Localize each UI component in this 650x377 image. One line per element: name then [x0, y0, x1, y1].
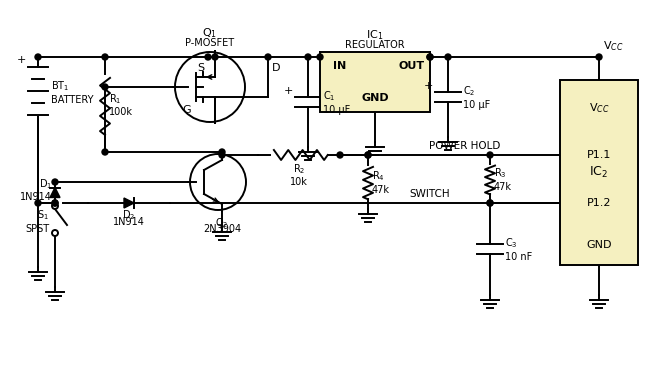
Text: IC$_2$: IC$_2$ [590, 165, 608, 180]
Circle shape [487, 200, 493, 206]
Circle shape [317, 54, 323, 60]
Text: 2N3904: 2N3904 [203, 224, 241, 234]
Text: D$_2$: D$_2$ [122, 208, 136, 222]
Text: +: + [283, 86, 293, 96]
Circle shape [102, 54, 108, 60]
Text: R$_3$
47k: R$_3$ 47k [494, 166, 512, 192]
Text: V$_{CC}$: V$_{CC}$ [603, 39, 623, 53]
Text: Q$_2$: Q$_2$ [215, 216, 229, 230]
Text: +: + [17, 55, 26, 65]
Text: GND: GND [361, 93, 389, 103]
Text: P1.1: P1.1 [587, 150, 611, 160]
Circle shape [52, 200, 58, 206]
Circle shape [487, 200, 493, 206]
Text: P-MOSFET: P-MOSFET [185, 38, 235, 48]
Text: POWER HOLD: POWER HOLD [429, 141, 500, 151]
Text: GND: GND [586, 240, 612, 250]
Text: C$_3$
10 nF: C$_3$ 10 nF [505, 236, 532, 262]
Circle shape [205, 54, 211, 60]
Text: REGULATOR: REGULATOR [345, 40, 405, 50]
Text: C$_1$
10 μF: C$_1$ 10 μF [323, 89, 350, 115]
Text: IC$_1$: IC$_1$ [367, 28, 384, 42]
Text: S$_1$
SPST: S$_1$ SPST [25, 208, 49, 234]
Text: D$_1$: D$_1$ [39, 178, 52, 192]
Text: P1.2: P1.2 [587, 198, 611, 208]
Text: 1N914: 1N914 [113, 217, 145, 227]
Text: R$_4$
47k: R$_4$ 47k [372, 169, 390, 195]
Circle shape [52, 200, 58, 206]
Bar [320, 52, 430, 112]
Text: V$_{CC}$: V$_{CC}$ [589, 101, 609, 115]
Text: R$_1$
100k: R$_1$ 100k [109, 92, 133, 117]
Circle shape [305, 54, 311, 60]
Circle shape [487, 152, 493, 158]
Text: 1N914: 1N914 [20, 192, 52, 201]
Text: Q$_1$: Q$_1$ [202, 26, 218, 40]
Circle shape [52, 179, 58, 185]
Circle shape [212, 54, 218, 60]
Text: BT$_1$
BATTERY: BT$_1$ BATTERY [51, 79, 94, 105]
Polygon shape [124, 198, 134, 208]
Text: C$_2$
10 μF: C$_2$ 10 μF [463, 84, 490, 110]
Text: OUT: OUT [399, 61, 425, 71]
Text: IN: IN [333, 61, 346, 71]
Circle shape [365, 152, 371, 158]
Circle shape [596, 54, 602, 60]
Circle shape [265, 54, 271, 60]
Circle shape [35, 54, 41, 60]
Text: +: + [424, 81, 433, 91]
Circle shape [445, 54, 451, 60]
Circle shape [219, 152, 225, 158]
Circle shape [35, 200, 41, 206]
Circle shape [102, 84, 108, 90]
Circle shape [102, 149, 108, 155]
Circle shape [337, 152, 343, 158]
Circle shape [427, 54, 433, 60]
Text: S: S [198, 63, 205, 73]
Text: R$_2$
10k: R$_2$ 10k [290, 162, 308, 187]
Circle shape [427, 54, 433, 60]
Circle shape [365, 152, 371, 158]
Circle shape [219, 149, 225, 155]
Text: D: D [272, 63, 281, 73]
Text: SWITCH: SWITCH [410, 189, 450, 199]
Bar [560, 80, 638, 265]
Text: G: G [183, 105, 191, 115]
Polygon shape [50, 187, 60, 198]
